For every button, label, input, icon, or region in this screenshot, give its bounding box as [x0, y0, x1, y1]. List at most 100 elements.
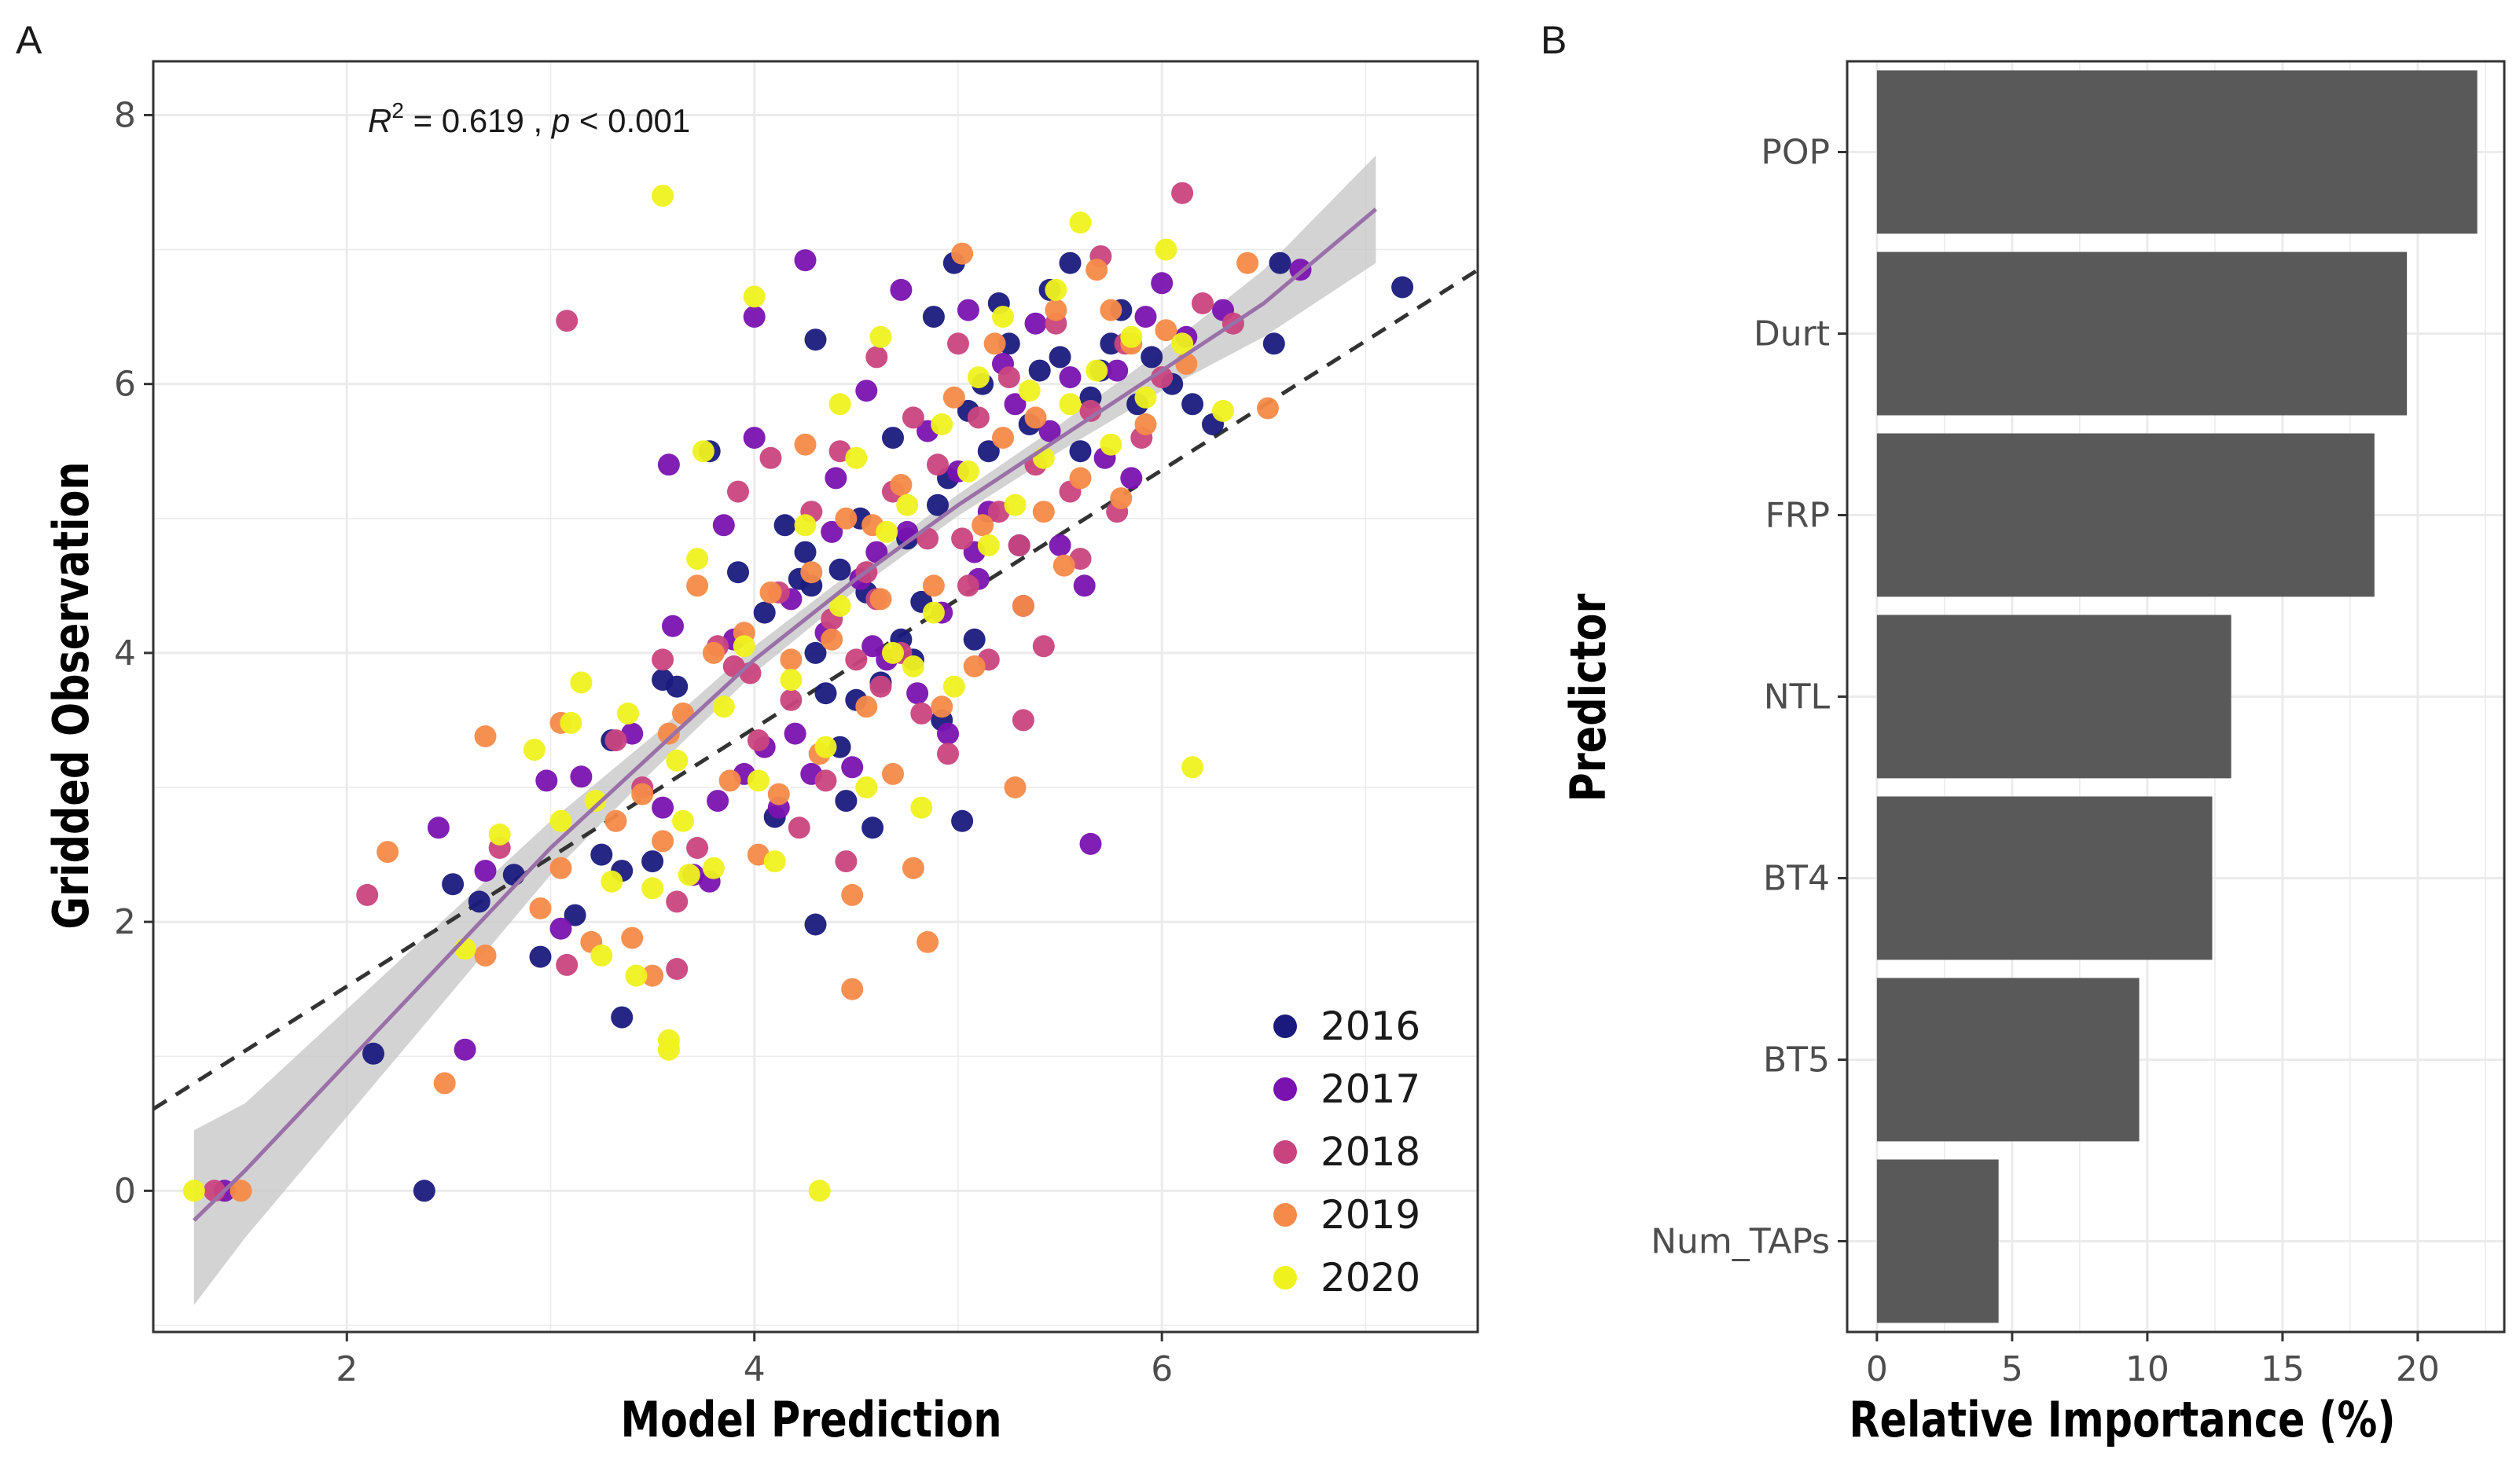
b-x-tick-label: 5	[2001, 1349, 2023, 1389]
point-2016	[502, 864, 525, 886]
point-2019	[621, 926, 644, 949]
y-tick-label: 8	[114, 95, 136, 135]
point-2020	[828, 595, 851, 617]
point-2018	[788, 816, 810, 839]
point-2019	[652, 830, 674, 853]
point-2016	[804, 328, 827, 351]
x-tick-label: 4	[744, 1349, 766, 1389]
point-2018	[1012, 709, 1034, 732]
point-2019	[1086, 259, 1108, 281]
point-2018	[845, 648, 868, 671]
point-2020	[657, 1038, 680, 1061]
point-2018	[1151, 366, 1174, 389]
point-2020	[1155, 238, 1177, 261]
point-2020	[549, 809, 572, 832]
point-2018	[1008, 534, 1030, 556]
point-2020	[692, 440, 714, 463]
point-2018	[727, 480, 749, 503]
point-2017	[549, 917, 572, 940]
point-2016	[362, 1042, 384, 1065]
point-2016	[1028, 359, 1051, 382]
point-2018	[1192, 292, 1214, 314]
point-2017	[652, 796, 674, 819]
point-2016	[413, 1180, 435, 1202]
y-axis-ticks: 0 2 4 6 8	[114, 95, 153, 1211]
point-2016	[794, 541, 817, 563]
p-value: < 0.001	[570, 102, 690, 139]
point-2017	[1120, 467, 1143, 490]
legend-label-2017: 2017	[1321, 1066, 1420, 1112]
point-2019	[230, 1180, 252, 1202]
point-2018	[1171, 182, 1194, 204]
point-2018	[902, 406, 924, 429]
point-2019	[1069, 467, 1092, 490]
b-x-tick-label: 15	[2261, 1349, 2305, 1389]
point-2019	[942, 386, 965, 409]
point-2017	[841, 756, 864, 779]
point-2019	[972, 514, 994, 537]
x-axis-title: Model Prediction	[620, 1392, 1001, 1448]
point-2017	[1079, 832, 1102, 855]
bar-BT4	[1876, 796, 2213, 960]
point-2020	[560, 711, 582, 734]
bar-POP	[1876, 70, 2478, 234]
legend-label-2020: 2020	[1321, 1255, 1420, 1301]
predictor-label-FRP: FRP	[1765, 496, 1830, 536]
point-2018	[865, 346, 888, 369]
point-2019	[474, 944, 497, 967]
point-2017	[906, 682, 929, 705]
point-2019	[549, 857, 572, 879]
legend-label-2019: 2019	[1321, 1192, 1420, 1238]
point-2018	[814, 769, 837, 792]
point-2020	[523, 739, 546, 761]
point-2020	[1100, 433, 1122, 456]
panel-b: B 0 5 10 15 20 POP Durt FRP NTL BT4 BT5 Num_TAPs R…	[1541, 18, 2506, 1448]
point-2018	[666, 958, 689, 980]
point-2020	[686, 548, 709, 571]
predictor-label-POP: POP	[1761, 133, 1830, 173]
bar-FRP	[1876, 433, 2375, 597]
point-2019	[983, 332, 1006, 355]
b-y-axis-title: Predictor	[1560, 593, 1617, 802]
point-2016	[442, 873, 465, 896]
point-2020	[828, 393, 851, 416]
y-axis-title: Gridded Observation	[43, 461, 100, 929]
point-2016	[977, 440, 1000, 463]
point-2020	[733, 635, 755, 658]
point-2016	[529, 945, 552, 968]
point-2019	[1155, 319, 1177, 342]
scatter-points	[182, 182, 1414, 1202]
point-2016	[814, 682, 837, 705]
point-2020	[876, 520, 898, 543]
predictor-label-NTL: NTL	[1764, 677, 1831, 717]
point-2017	[1024, 312, 1047, 335]
point-2019	[1012, 595, 1034, 617]
point-2019	[1052, 554, 1075, 577]
point-2019	[641, 964, 664, 987]
point-2017	[821, 520, 843, 543]
point-2020	[702, 857, 725, 879]
point-2020	[942, 675, 965, 698]
point-2017	[1106, 359, 1129, 382]
point-2018	[957, 574, 979, 597]
point-2019	[1257, 397, 1279, 420]
point-2020	[666, 749, 689, 772]
point-2020	[1171, 332, 1194, 355]
point-2018	[947, 332, 969, 355]
predictor-label-BT4: BT4	[1763, 859, 1830, 899]
y-tick-label: 0	[114, 1171, 136, 1211]
point-2016	[641, 850, 664, 873]
p-symbol: p	[550, 102, 570, 139]
point-2020	[845, 446, 868, 469]
point-2020	[712, 695, 735, 718]
point-2018	[747, 729, 770, 752]
point-2016	[1069, 440, 1092, 463]
point-2019	[917, 930, 939, 953]
point-2017	[957, 299, 979, 321]
point-2016	[564, 904, 586, 926]
point-2017	[1134, 306, 1157, 328]
point-2019	[1004, 776, 1027, 798]
bar-NTL	[1876, 615, 2232, 779]
